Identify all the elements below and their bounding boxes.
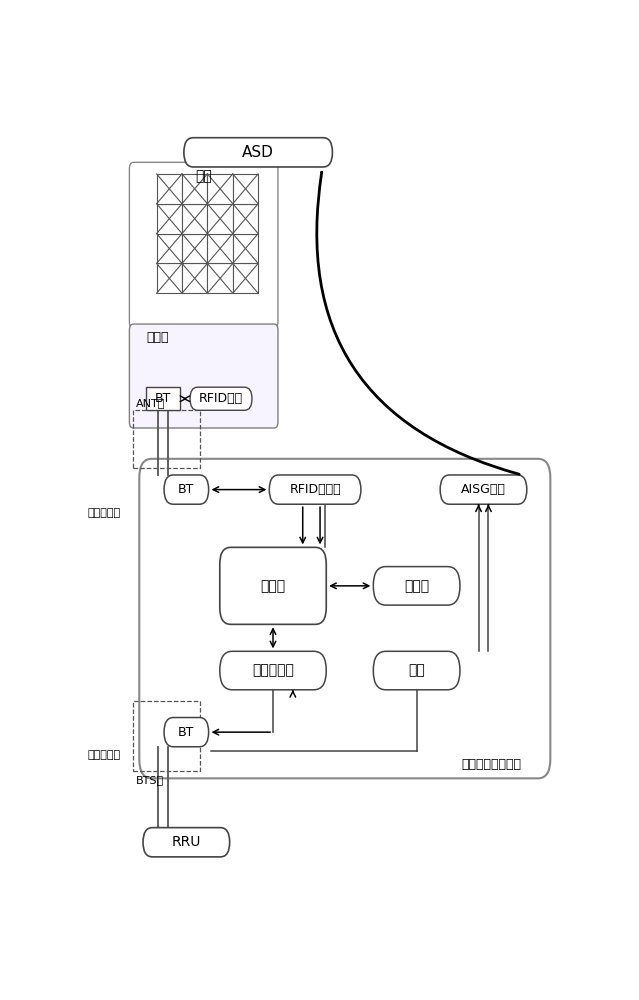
FancyBboxPatch shape xyxy=(440,475,527,504)
Text: ASD: ASD xyxy=(242,145,274,160)
FancyBboxPatch shape xyxy=(190,387,252,410)
Text: 第二收发器: 第二收发器 xyxy=(87,750,120,760)
Text: BTS端: BTS端 xyxy=(136,775,164,785)
Text: BT: BT xyxy=(178,483,194,496)
Bar xyxy=(182,234,208,263)
Text: 天线功能扩展设备: 天线功能扩展设备 xyxy=(461,758,521,771)
FancyBboxPatch shape xyxy=(139,459,550,778)
Bar xyxy=(208,174,233,204)
Bar xyxy=(208,234,233,263)
Bar xyxy=(134,701,200,771)
Text: RFID读卡器: RFID读卡器 xyxy=(289,483,341,496)
Bar xyxy=(233,263,258,293)
FancyBboxPatch shape xyxy=(143,828,229,857)
Bar xyxy=(182,174,208,204)
Bar xyxy=(157,263,182,293)
Bar xyxy=(233,174,258,204)
Text: RRU: RRU xyxy=(172,835,201,849)
Bar xyxy=(208,263,233,293)
FancyBboxPatch shape xyxy=(220,651,327,690)
FancyBboxPatch shape xyxy=(220,547,327,624)
Text: 第一收发器: 第一收发器 xyxy=(87,508,120,518)
Text: RFID标签: RFID标签 xyxy=(199,392,243,405)
Text: BT: BT xyxy=(178,726,194,739)
Text: 控制器: 控制器 xyxy=(261,579,286,593)
Text: 存储器: 存储器 xyxy=(404,579,429,593)
Bar xyxy=(233,204,258,234)
Bar xyxy=(182,263,208,293)
FancyBboxPatch shape xyxy=(129,324,278,428)
FancyBboxPatch shape xyxy=(184,138,332,167)
FancyBboxPatch shape xyxy=(164,718,208,747)
Bar xyxy=(208,204,233,234)
Bar xyxy=(157,234,182,263)
FancyBboxPatch shape xyxy=(269,475,361,504)
Text: 标准板: 标准板 xyxy=(147,331,169,344)
Text: 电源: 电源 xyxy=(408,664,425,678)
Bar xyxy=(157,204,182,234)
FancyBboxPatch shape xyxy=(373,567,460,605)
Bar xyxy=(233,234,258,263)
FancyBboxPatch shape xyxy=(373,651,460,690)
Bar xyxy=(157,174,182,204)
FancyArrowPatch shape xyxy=(317,172,519,474)
Text: ANT端: ANT端 xyxy=(136,398,166,408)
Text: 天线: 天线 xyxy=(196,169,212,183)
Bar xyxy=(146,387,180,410)
Bar xyxy=(134,410,200,468)
Text: 调制解调器: 调制解调器 xyxy=(252,664,294,678)
FancyBboxPatch shape xyxy=(164,475,208,504)
FancyBboxPatch shape xyxy=(129,162,278,328)
Bar xyxy=(182,204,208,234)
Text: BT: BT xyxy=(155,392,171,405)
Text: AISG接口: AISG接口 xyxy=(461,483,506,496)
